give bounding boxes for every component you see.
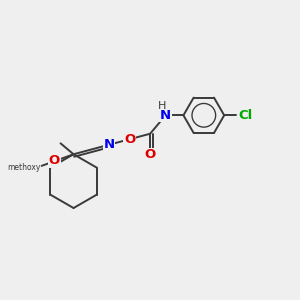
Text: O: O	[49, 154, 60, 167]
Text: methoxy: methoxy	[7, 163, 40, 172]
Text: O: O	[145, 148, 156, 161]
Text: N: N	[160, 109, 171, 122]
Text: N: N	[103, 138, 115, 151]
Text: Cl: Cl	[238, 109, 253, 122]
Text: H: H	[158, 101, 166, 111]
Text: O: O	[124, 133, 135, 146]
